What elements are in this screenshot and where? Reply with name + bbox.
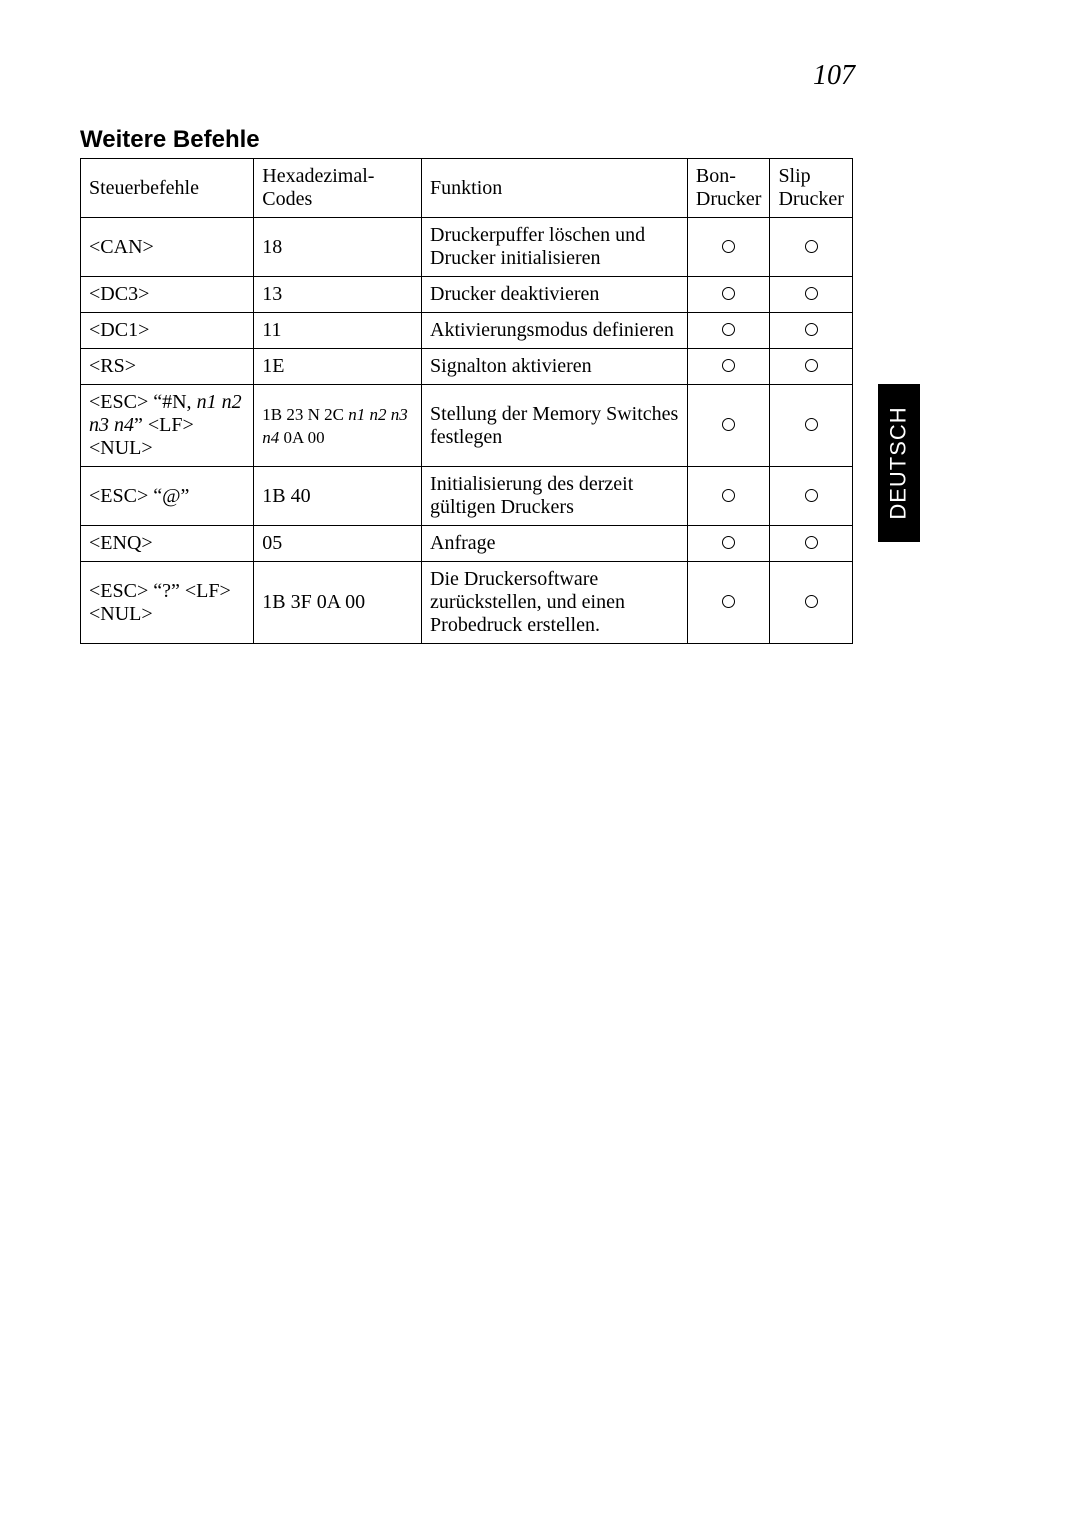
circle-icon — [805, 323, 818, 336]
cell-command: <RS> — [81, 349, 254, 385]
table-header-row: Steuerbefehle Hexadezimal-Codes Funktion… — [81, 159, 853, 218]
cell-function: Aktivierungsmodus definieren — [422, 313, 688, 349]
cell-function: Stellung der Memory Switches festlegen — [422, 385, 688, 467]
cell-function: Druckerpuffer löschen und Drucker initia… — [422, 218, 688, 277]
circle-icon — [722, 359, 735, 372]
commands-table: Steuerbefehle Hexadezimal-Codes Funktion… — [80, 158, 853, 644]
circle-icon — [805, 418, 818, 431]
cell-function: Drucker deaktivieren — [422, 277, 688, 313]
cell-slip-drucker — [770, 467, 853, 526]
cell-bon-drucker — [687, 562, 770, 644]
cell-slip-drucker — [770, 526, 853, 562]
table-row: <DC3>13Drucker deaktivieren — [81, 277, 853, 313]
cell-command: <ESC> “#N, n1 n2 n3 n4” <LF> <NUL> — [81, 385, 254, 467]
circle-icon — [805, 359, 818, 372]
language-tab-label: DEUTSCH — [886, 406, 912, 519]
circle-icon — [805, 489, 818, 502]
circle-icon — [805, 536, 818, 549]
cell-hex: 1E — [254, 349, 422, 385]
circle-icon — [805, 240, 818, 253]
cell-bon-drucker — [687, 218, 770, 277]
circle-icon — [722, 323, 735, 336]
cell-hex: 18 — [254, 218, 422, 277]
cell-bon-drucker — [687, 277, 770, 313]
cell-slip-drucker — [770, 385, 853, 467]
cell-bon-drucker — [687, 313, 770, 349]
circle-icon — [805, 595, 818, 608]
header-slip-drucker: SlipDrucker — [770, 159, 853, 218]
cell-hex: 1B 3F 0A 00 — [254, 562, 422, 644]
cell-slip-drucker — [770, 218, 853, 277]
cell-function: Die Druckersoftware zurückstellen, und e… — [422, 562, 688, 644]
cell-slip-drucker — [770, 313, 853, 349]
cell-function: Signalton aktivieren — [422, 349, 688, 385]
table-row: <ESC> “@”1B 40Initialisierung des derzei… — [81, 467, 853, 526]
cell-slip-drucker — [770, 562, 853, 644]
section-title: Weitere Befehle — [80, 126, 260, 154]
circle-icon — [722, 595, 735, 608]
table-row: <RS>1ESignalton aktivieren — [81, 349, 853, 385]
cell-hex: 11 — [254, 313, 422, 349]
header-bon-drucker: Bon-Drucker — [687, 159, 770, 218]
cell-bon-drucker — [687, 526, 770, 562]
table-row: <ESC> “#N, n1 n2 n3 n4” <LF> <NUL>1B 23 … — [81, 385, 853, 467]
language-tab: DEUTSCH — [878, 384, 920, 542]
page-number: 107 — [813, 60, 855, 92]
table-row: <ENQ>05Anfrage — [81, 526, 853, 562]
cell-hex: 13 — [254, 277, 422, 313]
table-row: <ESC> “?” <LF> <NUL>1B 3F 0A 00Die Druck… — [81, 562, 853, 644]
cell-command: <DC3> — [81, 277, 254, 313]
cell-hex: 05 — [254, 526, 422, 562]
circle-icon — [805, 287, 818, 300]
cell-bon-drucker — [687, 385, 770, 467]
circle-icon — [722, 240, 735, 253]
circle-icon — [722, 489, 735, 502]
cell-hex: 1B 40 — [254, 467, 422, 526]
cell-command: <CAN> — [81, 218, 254, 277]
cell-command: <ENQ> — [81, 526, 254, 562]
header-steuerbefehle: Steuerbefehle — [81, 159, 254, 218]
cell-function: Initialisierung des derzeit gültigen Dru… — [422, 467, 688, 526]
table-row: <DC1>11Aktivierungsmodus definieren — [81, 313, 853, 349]
header-hex-codes: Hexadezimal-Codes — [254, 159, 422, 218]
table-row: <CAN>18Druckerpuffer löschen und Drucker… — [81, 218, 853, 277]
cell-slip-drucker — [770, 277, 853, 313]
cell-slip-drucker — [770, 349, 853, 385]
header-funktion: Funktion — [422, 159, 688, 218]
cell-bon-drucker — [687, 349, 770, 385]
cell-hex: 1B 23 N 2C n1 n2 n3 n4 0A 00 — [254, 385, 422, 467]
cell-command: <DC1> — [81, 313, 254, 349]
cell-command: <ESC> “?” <LF> <NUL> — [81, 562, 254, 644]
circle-icon — [722, 287, 735, 300]
cell-command: <ESC> “@” — [81, 467, 254, 526]
cell-bon-drucker — [687, 467, 770, 526]
cell-function: Anfrage — [422, 526, 688, 562]
circle-icon — [722, 536, 735, 549]
circle-icon — [722, 418, 735, 431]
table-body: <CAN>18Druckerpuffer löschen und Drucker… — [81, 218, 853, 644]
